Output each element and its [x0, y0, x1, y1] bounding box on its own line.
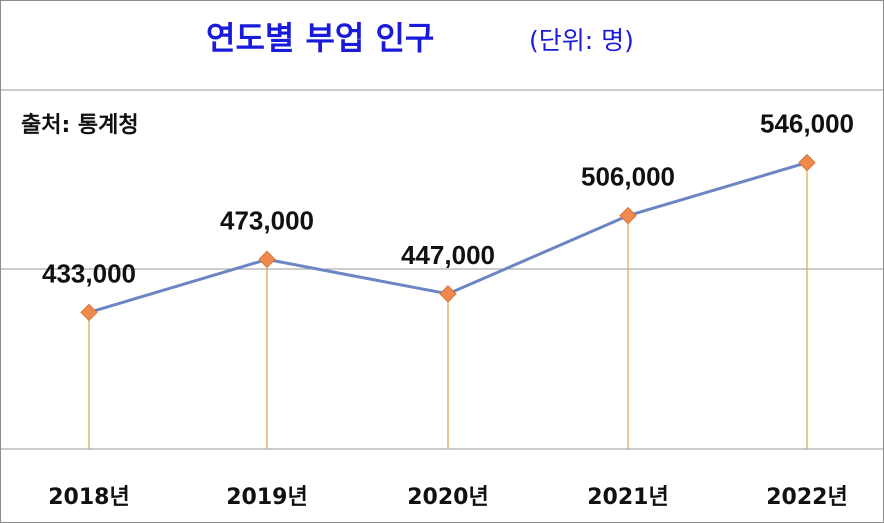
x-tick-label-3: 2021년: [587, 485, 668, 510]
data-label-4: 546,000: [760, 109, 854, 139]
gridlines: [1, 89, 883, 450]
data-label-3: 506,000: [581, 162, 675, 192]
data-point-2021년: [619, 206, 637, 225]
x-tick-label-1: 2019년: [226, 485, 307, 510]
data-labels: 433,000 473,000 447,000 506,000 546,000: [42, 109, 854, 289]
data-label-2: 447,000: [401, 240, 495, 270]
unit-note: (단위: 명): [529, 26, 634, 55]
data-point-2022년: [798, 153, 816, 172]
x-axis-ticks: 2018년 2019년 2020년 2021년 2022년: [48, 485, 847, 510]
data-point-2018년: [80, 303, 98, 322]
data-markers: [80, 153, 816, 322]
data-label-0: 433,000: [42, 258, 136, 288]
drop-lines: [88, 162, 808, 449]
data-point-2020년: [439, 285, 457, 303]
chart-title: 연도별 부업 인구: [206, 19, 434, 57]
x-tick-label-2: 2020년: [407, 485, 488, 510]
data-point-2019년: [258, 250, 276, 269]
x-tick-label-0: 2018년: [48, 485, 129, 510]
data-label-1: 473,000: [220, 205, 314, 235]
x-tick-label-4: 2022년: [766, 485, 847, 510]
source-note: 출처: 통계청: [21, 113, 139, 138]
